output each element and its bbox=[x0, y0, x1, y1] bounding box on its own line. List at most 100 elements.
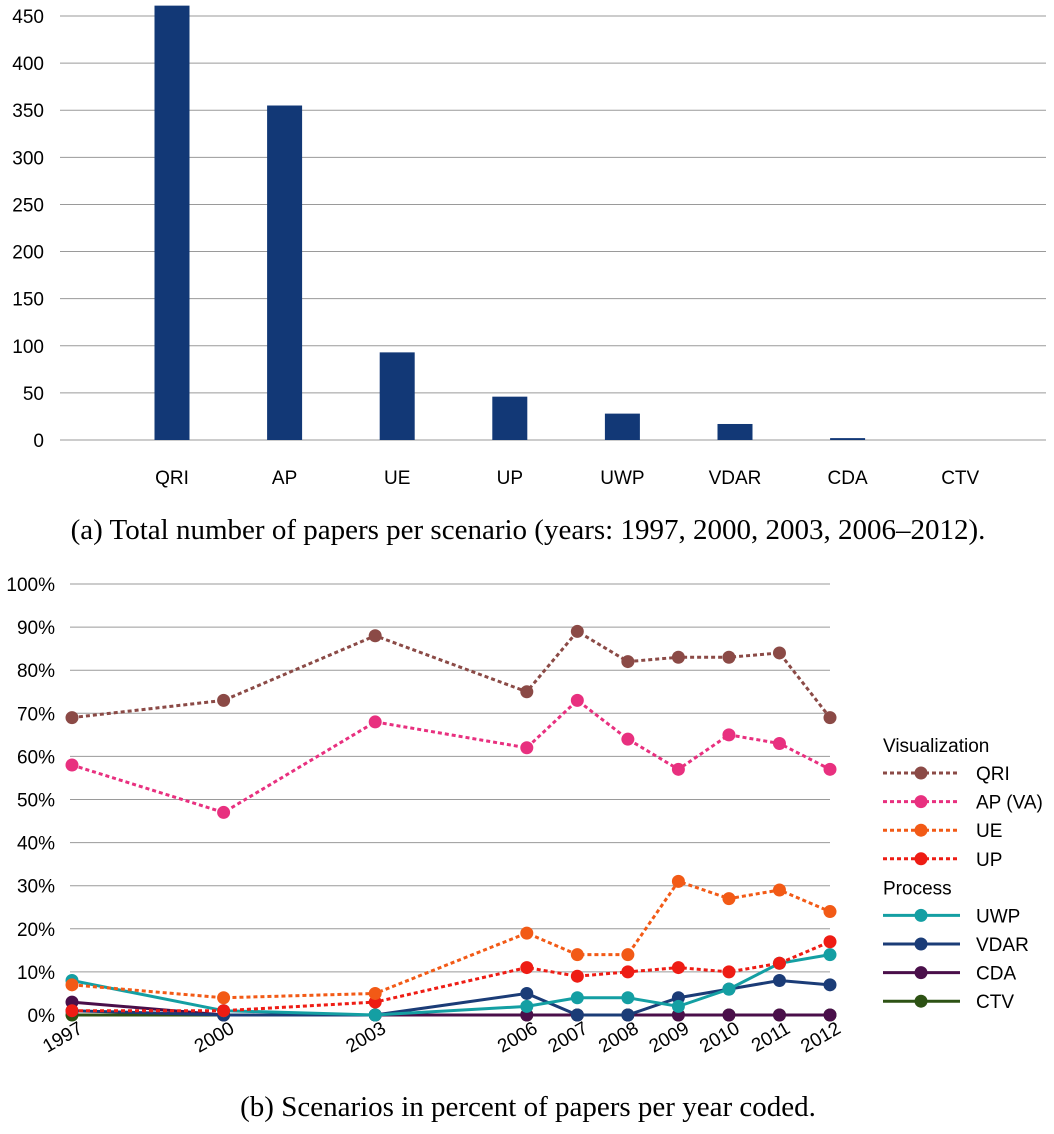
legend-label-up: UP bbox=[976, 850, 1002, 871]
point-ap-va-2008 bbox=[621, 732, 635, 746]
y-tick-label-a-9: 450 bbox=[12, 7, 44, 28]
point-ue-2010 bbox=[722, 892, 736, 906]
legend-label-ctv: CTV bbox=[976, 992, 1014, 1013]
y-tick-label-b-1: 10% bbox=[17, 963, 55, 984]
point-ap-va-2003 bbox=[368, 715, 382, 729]
x-tick-label-ap: AP bbox=[272, 468, 297, 489]
x-tick-label-2009: 2009 bbox=[646, 1018, 693, 1057]
y-tick-label-b-2: 20% bbox=[17, 920, 55, 941]
series-qri bbox=[65, 624, 837, 725]
x-tick-label-vdar: VDAR bbox=[709, 468, 762, 489]
line-chart-gridlines bbox=[70, 583, 830, 1016]
series-line-ue bbox=[71, 879, 831, 1000]
point-qri-2008 bbox=[621, 655, 635, 669]
point-qri-2003 bbox=[368, 629, 382, 643]
point-up-2000 bbox=[217, 1004, 231, 1018]
y-tick-label-b-0: 0% bbox=[28, 1006, 56, 1027]
bar-uwp bbox=[604, 413, 640, 440]
legend-group-title-0: Visualization bbox=[883, 736, 989, 757]
legend-swatch-marker-uwp bbox=[914, 908, 928, 922]
x-tick-label-2008: 2008 bbox=[595, 1018, 642, 1057]
point-qri-2006 bbox=[520, 685, 534, 699]
point-uwp-2006 bbox=[520, 999, 534, 1013]
point-ap-va-2006 bbox=[520, 741, 534, 755]
y-tick-label-b-5: 50% bbox=[17, 791, 55, 812]
series-line-up bbox=[72, 940, 831, 1013]
point-qri-2010 bbox=[722, 650, 736, 664]
point-vdar-2006 bbox=[520, 986, 534, 1000]
series-cda bbox=[65, 995, 837, 1022]
legend-label-qri: QRI bbox=[976, 764, 1010, 785]
bar-chart-y-tick-labels: 0 50 100 150 200 250 300 350 400 450 bbox=[12, 7, 44, 452]
bar-up bbox=[492, 396, 528, 440]
x-tick-label-2011: 2011 bbox=[748, 1018, 794, 1057]
legend-item-ue: UE bbox=[883, 821, 1002, 842]
legend-item-ctv: CTV bbox=[883, 992, 1014, 1013]
point-vdar-2008 bbox=[621, 1008, 635, 1022]
point-qri-2009 bbox=[671, 650, 685, 664]
bar-chart-x-tick-labels: QRI AP UE UP UWP VDAR CDA CTV bbox=[155, 468, 979, 489]
point-uwp-2003 bbox=[368, 1008, 382, 1022]
bar-qri bbox=[154, 5, 190, 440]
y-tick-label-a-6: 300 bbox=[12, 148, 44, 169]
legend-swatch-marker-qri bbox=[914, 766, 928, 780]
point-ap-va-2000 bbox=[217, 805, 231, 819]
legend-item-ap-va: AP (VA) bbox=[883, 793, 1043, 814]
point-qri-1997 bbox=[65, 711, 79, 725]
line-chart-y-tick-labels: 0% 10% 20% 30% 40% 50% 60% 70% 80% 90% 100% bbox=[6, 575, 55, 1027]
point-ue-2012 bbox=[823, 905, 837, 919]
point-up-2010 bbox=[722, 965, 736, 979]
legend-swatch-marker-ctv bbox=[914, 994, 928, 1008]
point-ap-va-2011 bbox=[772, 736, 786, 750]
point-ap-va-2009 bbox=[671, 762, 685, 776]
legend-item-qri: QRI bbox=[883, 764, 1010, 785]
line-chart-series bbox=[65, 624, 837, 1022]
point-ap-va-2007 bbox=[570, 693, 584, 707]
legend-item-up: UP bbox=[883, 850, 1002, 871]
y-tick-label-b-10: 100% bbox=[6, 575, 55, 596]
caption-a: (a) Total number of papers per scenario … bbox=[71, 514, 986, 546]
point-ap-va-2012 bbox=[823, 762, 837, 776]
point-ue-2011 bbox=[772, 883, 786, 897]
x-tick-label-2007: 2007 bbox=[545, 1018, 592, 1057]
bar-chart-gridlines bbox=[60, 15, 1046, 441]
legend-group-title-1: Process bbox=[883, 878, 952, 899]
point-vdar-2012 bbox=[823, 978, 837, 992]
point-cda-2011 bbox=[772, 1008, 786, 1022]
point-vdar-2007 bbox=[570, 1008, 584, 1022]
point-qri-2000 bbox=[217, 693, 231, 707]
y-tick-label-a-3: 150 bbox=[12, 290, 44, 311]
x-tick-label-qri: QRI bbox=[155, 468, 189, 489]
legend-label-uwp: UWP bbox=[976, 906, 1020, 927]
line-chart-legend: Visualization QRI AP (VA) UE UP Process UWP VDA… bbox=[883, 736, 1043, 1013]
y-tick-label-a-8: 400 bbox=[12, 54, 44, 75]
y-tick-label-a-1: 50 bbox=[23, 384, 44, 405]
point-up-2007 bbox=[570, 969, 584, 983]
point-ue-2003 bbox=[368, 986, 382, 1000]
series-ap-va bbox=[65, 693, 837, 819]
point-ue-2006 bbox=[520, 926, 534, 940]
legend-label-cda: CDA bbox=[976, 964, 1016, 985]
point-uwp-2008 bbox=[621, 991, 635, 1005]
y-tick-label-a-5: 250 bbox=[12, 195, 44, 216]
legend-swatch-marker-vdar bbox=[914, 937, 928, 951]
legend-label-ue: UE bbox=[976, 821, 1002, 842]
x-tick-label-2003: 2003 bbox=[343, 1018, 390, 1057]
bar-ap bbox=[267, 105, 303, 440]
legend-item-vdar: VDAR bbox=[883, 935, 1029, 956]
point-cda-2010 bbox=[722, 1008, 736, 1022]
series-line-uwp bbox=[71, 953, 831, 1017]
point-up-2012 bbox=[823, 935, 837, 949]
series-ue bbox=[65, 874, 837, 1005]
legend-item-cda: CDA bbox=[883, 964, 1016, 985]
y-tick-label-a-4: 200 bbox=[12, 243, 44, 264]
point-up-2008 bbox=[621, 965, 635, 979]
point-up-1997 bbox=[65, 1004, 79, 1018]
series-up bbox=[65, 935, 837, 1018]
x-tick-label-ue: UE bbox=[384, 468, 410, 489]
bar-chart-total-papers: 0 50 100 150 200 250 300 350 400 450 QRI AP UE UP UWP… bbox=[12, 5, 1046, 546]
bar-cda bbox=[830, 438, 866, 440]
y-tick-label-a-0: 0 bbox=[33, 431, 44, 452]
legend-swatch-marker-ue bbox=[914, 823, 928, 837]
